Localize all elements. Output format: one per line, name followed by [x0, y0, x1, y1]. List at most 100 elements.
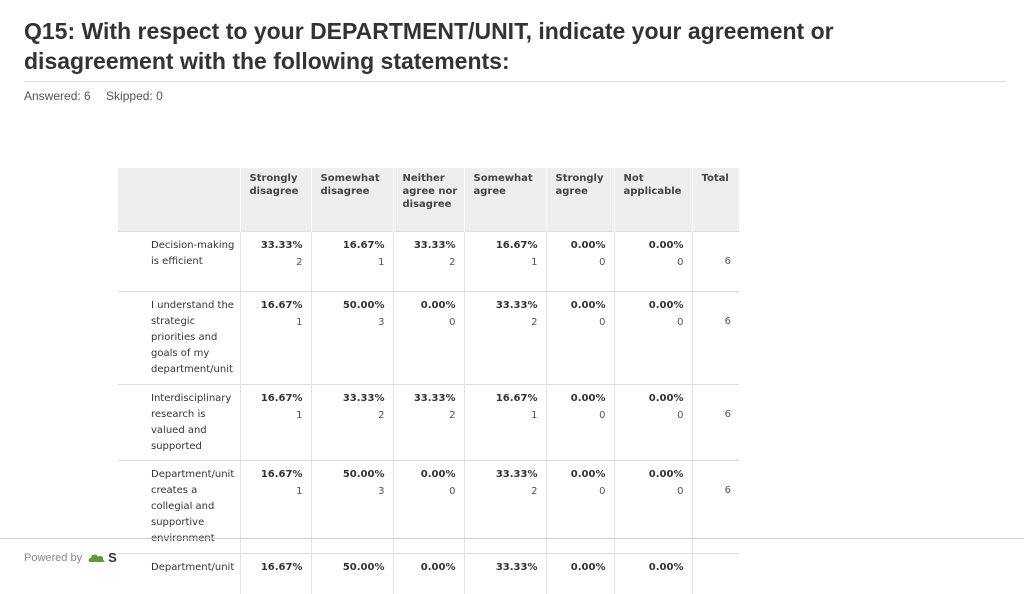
response-cell: 50.00% 3 — [311, 291, 394, 385]
percent-value: 0.00% — [570, 469, 606, 480]
header-strongly-agree: Strongly agree — [546, 168, 615, 232]
response-cell: 33.33% 2 — [240, 231, 312, 292]
response-cell: 0.00% — [546, 553, 615, 594]
response-cell: 16.67% 1 — [464, 231, 547, 292]
percent-value: 16.67% — [495, 240, 538, 251]
response-cell: 33.33% 2 — [393, 231, 465, 292]
powered-by: Powered by S — [24, 550, 117, 565]
response-cell: 16.67% 1 — [240, 384, 312, 461]
count-value: 2 — [531, 317, 538, 328]
row-total: 6 — [692, 460, 739, 554]
header-neither: Neither agree nor disagree — [393, 168, 465, 232]
count-value: 0 — [677, 317, 684, 328]
table-row: Department/unit creates a collegial and … — [118, 460, 739, 554]
percent-value: 16.67% — [260, 393, 303, 404]
row-total — [692, 553, 739, 594]
count-value: 0 — [449, 317, 456, 328]
percent-value: 0.00% — [420, 300, 456, 311]
count-value: 3 — [378, 317, 385, 328]
response-cell: 33.33% 2 — [464, 291, 547, 385]
percent-value: 0.00% — [648, 469, 684, 480]
header-strongly-disagree: Strongly disagree — [240, 168, 312, 232]
table-header-row: Strongly disagree Somewhat disagree Neit… — [118, 168, 739, 232]
count-value: 1 — [296, 410, 303, 421]
table-row: Interdisciplinary research is valued and… — [118, 384, 739, 461]
count-value: 1 — [531, 257, 538, 268]
row-total: 6 — [692, 384, 739, 461]
percent-value: 0.00% — [648, 393, 684, 404]
count-value: 0 — [599, 257, 606, 268]
percent-value: 33.33% — [413, 240, 456, 251]
percent-value: 0.00% — [648, 562, 684, 573]
percent-value: 0.00% — [570, 393, 606, 404]
percent-value: 33.33% — [495, 469, 538, 480]
percent-value: 33.33% — [413, 393, 456, 404]
results-table: Strongly disagree Somewhat disagree Neit… — [118, 168, 739, 594]
response-cell: 0.00% 0 — [393, 291, 465, 385]
skipped-count: Skipped: 0 — [106, 89, 163, 103]
count-value: 1 — [531, 410, 538, 421]
percent-value: 16.67% — [260, 562, 303, 573]
count-value: 0 — [677, 410, 684, 421]
row-label: I understand the strategic priorities an… — [118, 291, 241, 385]
response-cell: 0.00% 0 — [546, 231, 615, 292]
percent-value: 33.33% — [495, 300, 538, 311]
footer-divider — [0, 538, 1024, 539]
percent-value: 33.33% — [260, 240, 303, 251]
response-cell: 16.67% 1 — [311, 231, 394, 292]
response-cell: 16.67% — [240, 553, 312, 594]
count-value: 0 — [677, 257, 684, 268]
title-divider — [24, 81, 1006, 82]
response-cell: 0.00% 0 — [614, 231, 693, 292]
count-value: 0 — [677, 486, 684, 497]
cloud-logo-icon — [88, 553, 105, 562]
count-value: 2 — [296, 257, 303, 268]
percent-value: 33.33% — [495, 562, 538, 573]
count-value: 0 — [449, 486, 456, 497]
brand-fragment: S — [108, 550, 117, 565]
response-cell: 33.33% 2 — [311, 384, 394, 461]
response-cell: 0.00% 0 — [614, 291, 693, 385]
percent-value: 0.00% — [570, 240, 606, 251]
table-row: Decision-making is efficient 33.33% 2 16.67… — [118, 231, 739, 292]
count-value: 2 — [449, 257, 456, 268]
row-total: 6 — [692, 231, 739, 292]
row-label: Decision-making is efficient — [118, 231, 241, 292]
response-cell: 0.00% — [614, 553, 693, 594]
table-row: Department/unit 16.67% 50.00% 0.00% 33.33% 0.… — [118, 553, 739, 594]
count-value: 0 — [599, 317, 606, 328]
count-value: 1 — [296, 486, 303, 497]
response-cell: 0.00% 0 — [546, 291, 615, 385]
header-somewhat-disagree: Somewhat disagree — [311, 168, 394, 232]
response-cell: 0.00% 0 — [614, 384, 693, 461]
row-total: 6 — [692, 291, 739, 385]
percent-value: 50.00% — [342, 562, 385, 573]
percent-value: 50.00% — [342, 300, 385, 311]
response-cell: 16.67% 1 — [240, 291, 312, 385]
percent-value: 0.00% — [420, 562, 456, 573]
response-cell: 16.67% 1 — [464, 384, 547, 461]
header-somewhat-agree: Somewhat agree — [464, 168, 547, 232]
count-value: 2 — [378, 410, 385, 421]
response-cell: 16.67% 1 — [240, 460, 312, 554]
response-cell: 33.33% 2 — [464, 460, 547, 554]
response-cell: 50.00% 3 — [311, 460, 394, 554]
percent-value: 16.67% — [342, 240, 385, 251]
percent-value: 0.00% — [570, 300, 606, 311]
response-stats: Answered: 6 Skipped: 0 — [24, 89, 163, 103]
row-label: Department/unit — [118, 553, 241, 594]
response-cell: 0.00% 0 — [614, 460, 693, 554]
count-value: 0 — [599, 410, 606, 421]
count-value: 2 — [449, 410, 456, 421]
percent-value: 33.33% — [342, 393, 385, 404]
percent-value: 0.00% — [570, 562, 606, 573]
answered-count: Answered: 6 — [24, 89, 91, 103]
response-cell: 33.33% — [464, 553, 547, 594]
table-row: I understand the strategic priorities an… — [118, 291, 739, 385]
response-cell: 0.00% 0 — [546, 460, 615, 554]
header-blank — [118, 168, 241, 232]
response-cell: 0.00% 0 — [546, 384, 615, 461]
header-not-applicable: Not applicable — [614, 168, 693, 232]
question-title: Q15: With respect to your DEPARTMENT/UNI… — [24, 18, 834, 74]
powered-by-label: Powered by — [24, 551, 83, 564]
